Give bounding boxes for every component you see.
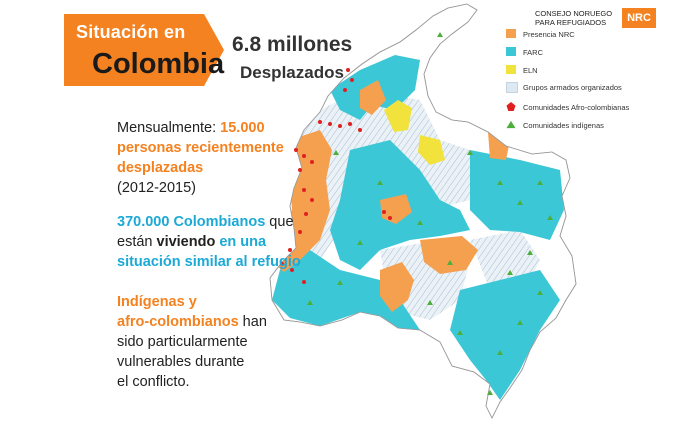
legend-label-eln: ELN bbox=[523, 66, 538, 75]
indigenous-community-marker bbox=[517, 200, 523, 205]
afro-community-marker bbox=[388, 216, 392, 220]
legend-swatch-nrc bbox=[506, 29, 516, 38]
legend-swatch-eln bbox=[506, 65, 516, 74]
afro-community-marker bbox=[290, 268, 294, 272]
afro-community-marker bbox=[298, 168, 302, 172]
afro-community-marker bbox=[310, 198, 314, 202]
indigenous-community-marker bbox=[437, 32, 443, 37]
triangle-icon bbox=[506, 120, 516, 129]
map-regions bbox=[272, 55, 564, 400]
region-nrc-south-2 bbox=[420, 236, 478, 274]
afro-community-marker bbox=[294, 148, 298, 152]
indigenous-community-marker bbox=[537, 180, 543, 185]
fact1-a: Mensualmente: bbox=[117, 120, 221, 136]
indigenous-community-marker bbox=[547, 215, 553, 220]
legend-swatch-grupos bbox=[506, 82, 518, 93]
org-name-line1: CONSEJO NORUEGO bbox=[535, 9, 613, 18]
title-line2: Colombia bbox=[92, 48, 225, 80]
fact3-f: el conflicto. bbox=[117, 374, 190, 390]
fact3-b: afro-colombianos bbox=[117, 314, 239, 330]
afro-community-marker bbox=[350, 78, 354, 82]
fact-vulnerable: Indígenas y afro-colombianos han sido pa… bbox=[117, 292, 267, 392]
region-farc-southeast bbox=[450, 270, 560, 400]
displaced-label: Desplazados bbox=[240, 63, 344, 82]
region-nrc-central bbox=[380, 194, 412, 224]
afro-community-marker bbox=[310, 160, 314, 164]
region-nrc-south-1 bbox=[380, 262, 414, 312]
fact3-c: han bbox=[238, 314, 267, 330]
legend-label-grupos: Grupos armados organizados bbox=[523, 83, 622, 92]
afro-community-marker bbox=[280, 262, 284, 266]
legend-label-farc: FARC bbox=[523, 48, 544, 57]
pentagon-icon bbox=[506, 102, 516, 111]
fact1-e: (2012-2015) bbox=[117, 180, 196, 196]
indigenous-community-marker bbox=[307, 300, 313, 305]
fact2-c: están bbox=[117, 234, 157, 250]
legend-label-nrc: Presencia NRC bbox=[523, 30, 575, 39]
indigenous-community-marker bbox=[337, 280, 343, 285]
afro-community-marker bbox=[338, 124, 342, 128]
indigenous-community-marker bbox=[517, 320, 523, 325]
indigenous-community-marker bbox=[357, 240, 363, 245]
fact3-d: sido particularmente bbox=[117, 334, 248, 350]
region-nrc-north bbox=[360, 80, 386, 115]
indigenous-community-marker bbox=[507, 270, 513, 275]
indigenous-community-marker bbox=[537, 290, 543, 295]
region-farc-south bbox=[272, 250, 420, 330]
indigenous-community-marker bbox=[467, 150, 473, 155]
afro-community-markers bbox=[280, 68, 392, 284]
legend-label-afro: Comunidades Afro-colombianas bbox=[523, 103, 630, 112]
fact3-e: vulnerables durante bbox=[117, 354, 245, 370]
legend-swatch-farc bbox=[506, 47, 516, 56]
nrc-logo: NRC bbox=[622, 8, 656, 28]
displaced-number: 6.8 millones bbox=[232, 33, 353, 56]
title-line1: Situación en bbox=[76, 22, 186, 42]
afro-community-marker bbox=[382, 210, 386, 214]
fact-monthly: Mensualmente: 15.000 personas recienteme… bbox=[117, 118, 284, 198]
fact-refuge: 370.000 Colombianos que están viviendo e… bbox=[117, 212, 301, 272]
legend-label-indigenous: Comunidades indígenas bbox=[523, 121, 604, 130]
org-name-line2: PARA REFUGIADOS bbox=[535, 18, 607, 27]
indigenous-community-marker bbox=[527, 250, 533, 255]
afro-community-marker bbox=[328, 122, 332, 126]
afro-community-marker bbox=[346, 68, 350, 72]
afro-community-marker bbox=[348, 122, 352, 126]
fact1-c: personas recientemente bbox=[117, 140, 284, 156]
indigenous-community-marker bbox=[377, 180, 383, 185]
indigenous-community-marker bbox=[487, 390, 493, 395]
indigenous-community-marker bbox=[417, 220, 423, 225]
region-eln-1 bbox=[384, 100, 412, 132]
afro-community-marker bbox=[298, 230, 302, 234]
fact2-f: situación similar al refugio bbox=[117, 254, 301, 270]
fact2-d: viviendo bbox=[156, 234, 216, 250]
indigenous-community-marker bbox=[497, 350, 503, 355]
org-name: CONSEJO NORUEGO PARA REFUGIADOS bbox=[535, 9, 612, 27]
title-banner: Situación en Colombia bbox=[64, 14, 224, 86]
indigenous-community-marker bbox=[447, 260, 453, 265]
indigenous-community-marker bbox=[457, 330, 463, 335]
indigenous-community-marker bbox=[427, 300, 433, 305]
fact1-b: 15.000 bbox=[220, 120, 265, 136]
fact1-d: desplazadas bbox=[117, 160, 204, 176]
fact2-a: 370.000 Colombianos bbox=[117, 214, 266, 230]
indigenous-community-marker bbox=[333, 150, 339, 155]
indigenous-community-markers bbox=[307, 32, 553, 395]
afro-community-marker bbox=[302, 154, 306, 158]
fact2-b: que bbox=[265, 214, 294, 230]
fact3-a: Indígenas y bbox=[117, 294, 197, 310]
indigenous-community-marker bbox=[497, 180, 503, 185]
region-farc-east bbox=[470, 150, 564, 240]
afro-community-marker bbox=[288, 248, 292, 252]
afro-community-marker bbox=[304, 212, 308, 216]
fact2-e: en una bbox=[215, 234, 267, 250]
afro-community-marker bbox=[358, 128, 362, 132]
region-eln-2 bbox=[418, 135, 445, 165]
banner-shape bbox=[64, 14, 224, 86]
afro-community-marker bbox=[302, 188, 306, 192]
afro-community-marker bbox=[343, 88, 347, 92]
afro-community-marker bbox=[302, 280, 306, 284]
afro-community-marker bbox=[318, 120, 322, 124]
